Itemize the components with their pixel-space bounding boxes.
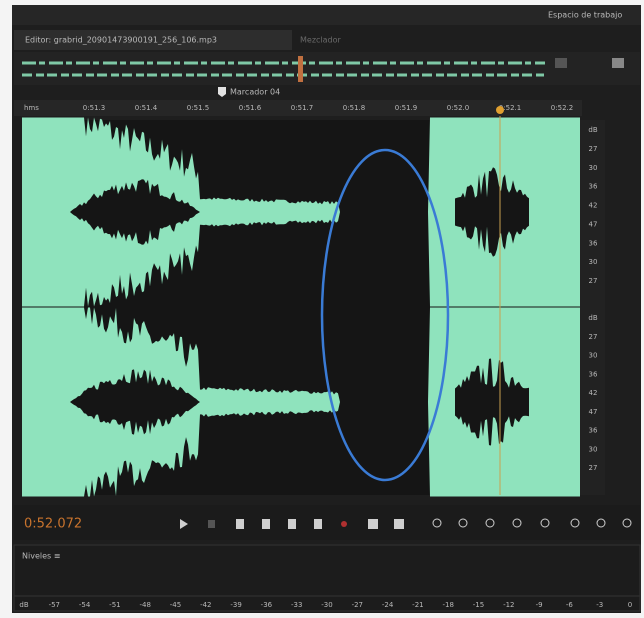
db-label: 30 (589, 445, 598, 453)
level-scale-label: -39 (230, 601, 241, 609)
mixer-tab-label[interactable]: Mezclador (300, 36, 342, 45)
annotation-ellipse (320, 148, 450, 482)
db-label: 30 (589, 164, 598, 172)
level-scale-label: -27 (352, 601, 363, 609)
db-label: dB (588, 126, 597, 134)
level-scale-label: dB (19, 601, 28, 609)
levels-title[interactable]: Niveles ≡ (22, 552, 60, 561)
editor-tab-label[interactable]: Editor: grabrid_20901473900191_256_106.m… (25, 36, 217, 45)
level-scale-label: -51 (109, 601, 120, 609)
waveform-detail (70, 179, 200, 245)
db-label: 47 (589, 408, 598, 416)
db-label: 47 (589, 220, 598, 228)
marker-label[interactable]: Marcador 04 (230, 88, 280, 97)
level-scale-label: -30 (321, 601, 332, 609)
waveform-detail (455, 358, 529, 446)
level-scale-label: -48 (139, 601, 150, 609)
db-label: 42 (589, 202, 598, 210)
level-scale-label: -54 (79, 601, 91, 609)
ruler-label: 0:51.3 (83, 104, 105, 112)
ruler-label: 0:51.5 (187, 104, 209, 112)
forward-button[interactable] (288, 519, 296, 529)
db-label: 36 (589, 239, 598, 247)
zoom-button[interactable] (612, 58, 624, 68)
level-scale-label: 0 (628, 601, 632, 609)
level-scale-label: -3 (596, 601, 603, 609)
zoom-button[interactable] (540, 518, 550, 528)
level-scale-label: -57 (49, 601, 60, 609)
ruler-label: 0:51.6 (239, 104, 262, 112)
editor-tab[interactable] (14, 30, 292, 50)
db-label: 36 (589, 183, 598, 191)
rewind-button[interactable] (262, 519, 270, 529)
skip-button[interactable] (394, 519, 404, 529)
ruler-label: 0:51.4 (135, 104, 158, 112)
level-scale-label: -18 (442, 601, 453, 609)
zoom-button[interactable] (458, 518, 468, 528)
overview-panel (14, 52, 640, 85)
playhead-handle[interactable] (496, 106, 504, 114)
ruler-unit: hms (24, 104, 39, 112)
db-scale (580, 120, 605, 495)
db-label: 27 (589, 145, 598, 153)
level-scale-label: -21 (412, 601, 423, 609)
time-display: 0:52.072 (24, 517, 82, 532)
db-label: 30 (589, 352, 598, 360)
waveform-detail (455, 167, 529, 257)
waveform-detail (70, 369, 200, 435)
waveform-channel (22, 307, 580, 497)
ruler-label: 0:52.2 (551, 104, 573, 112)
zoom-button[interactable] (596, 518, 606, 528)
zoom-button[interactable] (555, 58, 567, 68)
db-label: 27 (589, 277, 598, 285)
ruler-label: 0:51.8 (343, 104, 365, 112)
workspace-label[interactable]: Espacio de trabajo (548, 11, 622, 20)
loop-button[interactable] (368, 519, 378, 529)
zoom-button[interactable] (570, 518, 580, 528)
time-ruler (14, 100, 582, 116)
db-label: dB (588, 314, 597, 322)
db-label: 36 (589, 370, 598, 378)
levels-panel (13, 544, 641, 612)
db-label: 30 (589, 258, 598, 266)
ruler-label: 0:52.0 (447, 104, 469, 112)
level-scale-label: -45 (170, 601, 181, 609)
level-scale-label: -6 (566, 601, 574, 609)
level-scale-label: -42 (200, 601, 211, 609)
record-button[interactable] (341, 521, 347, 527)
next-button[interactable] (314, 519, 322, 529)
zoom-button[interactable] (622, 518, 632, 528)
zoom-button[interactable] (512, 518, 522, 528)
stop-button[interactable] (208, 520, 215, 528)
zoom-button[interactable] (432, 518, 442, 528)
db-label: 27 (589, 464, 598, 472)
level-scale-label: -36 (261, 601, 273, 609)
zoom-button[interactable] (485, 518, 495, 528)
level-scale-label: -12 (503, 601, 514, 609)
marker-icon[interactable] (218, 87, 226, 97)
level-scale-label: -9 (536, 601, 543, 609)
db-label: 27 (589, 333, 598, 341)
db-label: 42 (589, 389, 598, 397)
previous-button[interactable] (236, 519, 244, 529)
level-scale-label: -24 (382, 601, 394, 609)
play-button[interactable] (180, 519, 188, 529)
db-label: 36 (589, 427, 598, 435)
waveform-channel (22, 117, 580, 307)
ruler-label: 0:51.9 (395, 104, 417, 112)
overview-playhead[interactable] (298, 56, 303, 82)
ruler-label: 0:52.1 (499, 104, 521, 112)
level-scale-label: -15 (473, 601, 484, 609)
ruler-label: 0:51.7 (291, 104, 313, 112)
top-bar (12, 5, 641, 25)
level-scale-label: -33 (291, 601, 302, 609)
transport-bar (14, 505, 640, 540)
